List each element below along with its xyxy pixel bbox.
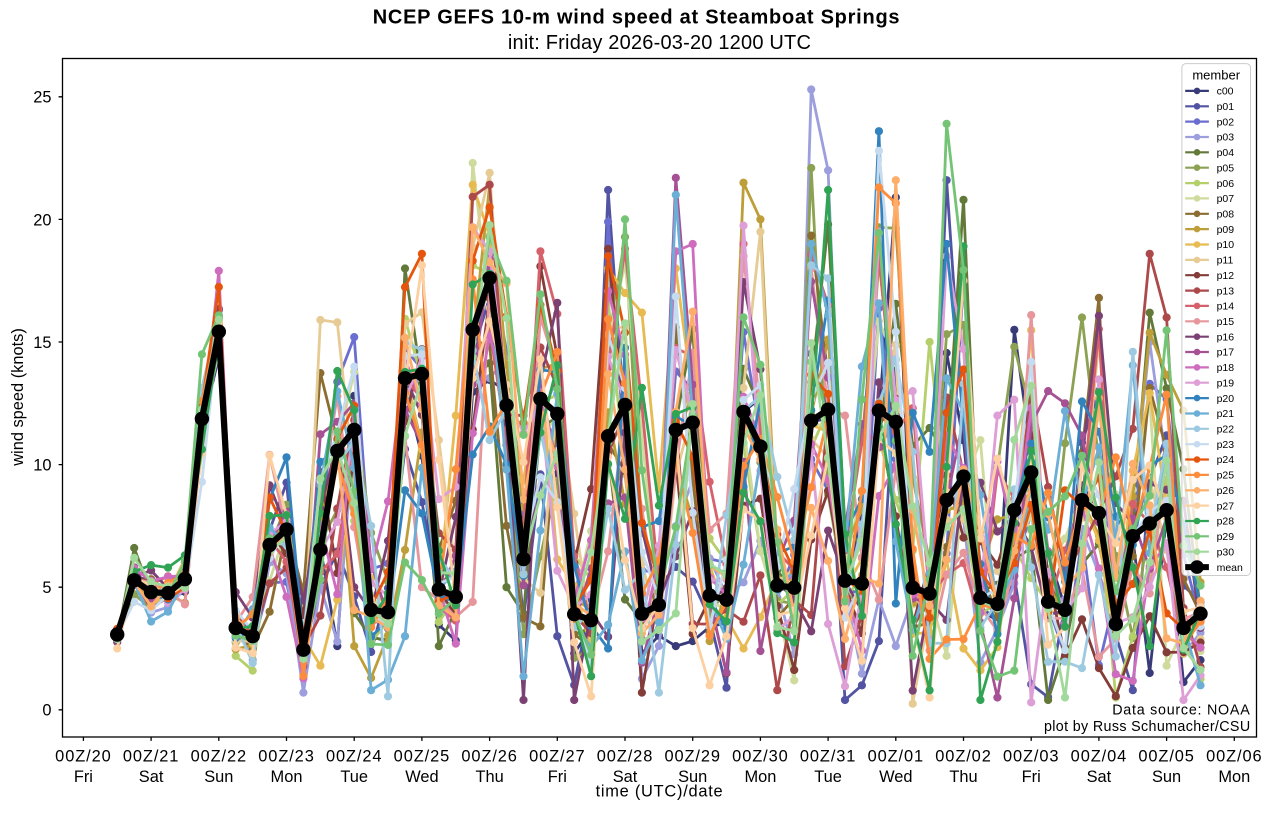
svg-text:15: 15 (33, 334, 51, 352)
svg-text:p24: p24 (1217, 454, 1235, 466)
svg-text:Sat: Sat (139, 768, 164, 786)
svg-text:00Z/26: 00Z/26 (461, 748, 517, 766)
svg-text:init: Friday 2026-03-20 1200 U: init: Friday 2026-03-20 1200 UTC (508, 32, 811, 54)
svg-text:00Z/21: 00Z/21 (123, 748, 179, 766)
svg-text:p10: p10 (1217, 239, 1235, 251)
svg-text:p13: p13 (1217, 285, 1235, 297)
svg-text:p08: p08 (1217, 209, 1235, 221)
svg-text:p15: p15 (1217, 316, 1235, 328)
svg-text:Sun: Sun (204, 768, 233, 786)
svg-text:Fri: Fri (74, 768, 93, 786)
svg-text:Wed: Wed (879, 768, 912, 786)
svg-text:00Z/25: 00Z/25 (394, 748, 450, 766)
svg-text:25: 25 (33, 89, 51, 107)
svg-text:p16: p16 (1217, 331, 1235, 343)
svg-text:00Z/22: 00Z/22 (191, 748, 247, 766)
svg-text:mean: mean (1217, 562, 1243, 574)
svg-text:00Z/29: 00Z/29 (664, 748, 720, 766)
svg-text:p04: p04 (1217, 147, 1235, 159)
svg-text:p05: p05 (1217, 162, 1235, 174)
svg-text:Data source: NOAA: Data source: NOAA (1112, 703, 1250, 719)
svg-text:Thu: Thu (949, 768, 977, 786)
svg-text:p07: p07 (1217, 193, 1235, 205)
svg-text:p23: p23 (1217, 439, 1235, 451)
svg-text:time (UTC)/date: time (UTC)/date (596, 783, 724, 801)
svg-text:member: member (1192, 67, 1240, 82)
svg-text:Tue: Tue (340, 768, 368, 786)
svg-text:p06: p06 (1217, 178, 1235, 190)
svg-text:p17: p17 (1217, 347, 1235, 359)
svg-text:Mon: Mon (1218, 768, 1250, 786)
svg-text:00Z/23: 00Z/23 (258, 748, 314, 766)
svg-text:5: 5 (42, 579, 51, 597)
svg-text:00Z/05: 00Z/05 (1138, 748, 1194, 766)
svg-text:plot by Russ Schumacher/CSU: plot by Russ Schumacher/CSU (1044, 719, 1251, 735)
svg-text:p09: p09 (1217, 224, 1235, 236)
svg-text:p25: p25 (1217, 470, 1235, 482)
svg-text:Sat: Sat (1087, 768, 1112, 786)
svg-text:00Z/24: 00Z/24 (326, 748, 382, 766)
svg-text:Sat: Sat (613, 768, 638, 786)
svg-text:p01: p01 (1217, 101, 1235, 113)
svg-text:00Z/06: 00Z/06 (1206, 748, 1262, 766)
svg-text:0: 0 (42, 702, 51, 720)
svg-text:p22: p22 (1217, 424, 1235, 436)
svg-text:p20: p20 (1217, 393, 1235, 405)
svg-text:p18: p18 (1217, 362, 1235, 374)
svg-text:p19: p19 (1217, 377, 1235, 389)
svg-text:00Z/03: 00Z/03 (1003, 748, 1059, 766)
svg-text:c00: c00 (1217, 86, 1234, 98)
svg-text:Wed: Wed (405, 768, 438, 786)
svg-text:p12: p12 (1217, 270, 1235, 282)
svg-text:Sun: Sun (1152, 768, 1181, 786)
svg-text:00Z/01: 00Z/01 (868, 748, 924, 766)
svg-text:00Z/31: 00Z/31 (800, 748, 856, 766)
svg-text:p26: p26 (1217, 485, 1235, 497)
svg-text:p28: p28 (1217, 516, 1235, 528)
svg-text:p03: p03 (1217, 132, 1235, 144)
svg-text:00Z/28: 00Z/28 (597, 748, 653, 766)
svg-text:p14: p14 (1217, 301, 1235, 313)
svg-text:wind speed (knots): wind speed (knots) (9, 328, 27, 467)
svg-text:p21: p21 (1217, 408, 1235, 420)
svg-text:Sun: Sun (678, 768, 707, 786)
svg-text:p29: p29 (1217, 531, 1235, 543)
svg-text:20: 20 (33, 211, 51, 229)
svg-text:p11: p11 (1217, 255, 1234, 267)
svg-text:00Z/27: 00Z/27 (529, 748, 585, 766)
svg-text:p27: p27 (1217, 500, 1235, 512)
svg-text:10: 10 (33, 457, 51, 475)
svg-text:00Z/20: 00Z/20 (55, 748, 111, 766)
svg-text:00Z/02: 00Z/02 (935, 748, 991, 766)
svg-text:p02: p02 (1217, 116, 1235, 128)
svg-text:Tue: Tue (814, 768, 842, 786)
svg-text:p30: p30 (1217, 546, 1235, 558)
svg-text:00Z/04: 00Z/04 (1071, 748, 1127, 766)
svg-text:00Z/30: 00Z/30 (732, 748, 788, 766)
svg-text:Fri: Fri (548, 768, 567, 786)
svg-text:Mon: Mon (271, 768, 303, 786)
svg-text:Thu: Thu (475, 768, 503, 786)
svg-text:NCEP GEFS 10-m wind speed at S: NCEP GEFS 10-m wind speed at Steamboat S… (373, 6, 901, 28)
svg-text:Fri: Fri (1022, 768, 1041, 786)
svg-text:Mon: Mon (744, 768, 776, 786)
